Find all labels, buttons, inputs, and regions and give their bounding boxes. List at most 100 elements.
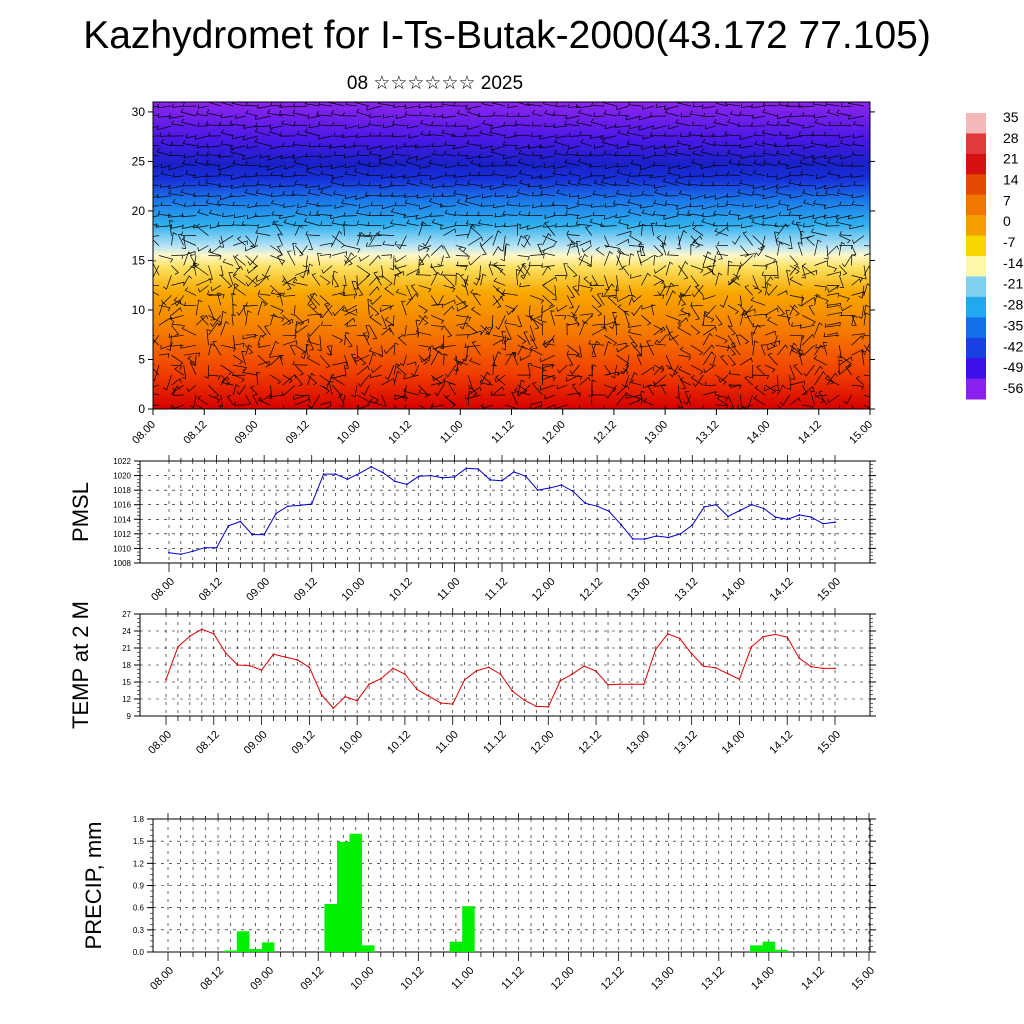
pmsl-point: [548, 487, 551, 489]
temp-point: [272, 653, 275, 656]
temp-point: [714, 666, 717, 669]
pmsl-point: [179, 553, 182, 556]
colorbar-swatch: [966, 235, 986, 257]
temp-xtick-label: 14.00: [720, 729, 748, 757]
temp-xtick-label: 11.00: [433, 729, 460, 756]
precip-bar: [462, 906, 475, 952]
temp-ytick-label: 12: [122, 695, 131, 704]
cross-section-xtick-label: 11.12: [489, 419, 516, 446]
pmsl-point: [477, 468, 480, 470]
temp-point: [439, 702, 442, 704]
precip-bar: [336, 841, 350, 952]
precip-xtick-label: 09.12: [298, 965, 326, 993]
pmsl-point: [655, 535, 658, 537]
precip-ytick-label: 1.8: [133, 815, 145, 824]
colorbar-label: -56: [1003, 380, 1023, 396]
colorbar-swatch: [966, 113, 986, 134]
colorbar-swatch: [966, 215, 986, 237]
cross-section-xtick-label: 11.00: [438, 419, 465, 446]
precip-ytick-label: 0.0: [133, 948, 145, 957]
temp-xtick-label: 15.00: [815, 729, 843, 757]
pmsl-ytick-label: 1014: [113, 515, 131, 524]
temp-xtick-label: 12.12: [576, 729, 604, 757]
temp-point: [535, 705, 538, 708]
temp-point: [631, 683, 633, 686]
pmsl-point: [287, 505, 289, 508]
cross-section-xtick-label: 13.12: [694, 419, 722, 447]
precip-xtick-label: 12.12: [599, 965, 627, 993]
temp-point: [344, 695, 347, 698]
pmsl-point: [263, 533, 266, 536]
precip-bar: [249, 949, 262, 952]
colorbar-swatch: [966, 256, 986, 277]
cross-section-xtick-label: 14.12: [796, 419, 824, 447]
cross-section-field: [153, 102, 870, 409]
temp-point: [368, 683, 370, 686]
pmsl-point: [667, 536, 670, 539]
pmsl-chart: 1008 1010 1012 1014 1016 1018 1020 1022 08.00 08.…: [68, 455, 876, 604]
temp-ylabel: TEMP at 2 M: [68, 601, 93, 729]
pmsl-point: [691, 524, 694, 527]
colorbar-label: 35: [1003, 109, 1019, 125]
temp-xtick-label: 09.00: [242, 729, 270, 757]
cross-section-ytick-label: 30: [132, 105, 146, 119]
colorbar-label: -42: [1003, 338, 1023, 354]
temperature-colorbar: 35 28 21 14 7 0 -7 -14 -21 -28 -35 -42 -49 -56: [966, 109, 1023, 400]
cross-section-xtick-label: 12.00: [540, 419, 568, 447]
temp-point: [188, 635, 191, 637]
cross-section-ytick-label: 0: [138, 402, 145, 416]
pmsl-point: [798, 514, 801, 516]
precip-ytick-label: 0.9: [133, 882, 145, 891]
cross-section-ytick-label: 15: [132, 253, 146, 267]
temp-point: [308, 666, 311, 669]
temp-point: [427, 695, 430, 698]
temp-point: [296, 659, 299, 661]
pmsl-point: [346, 478, 349, 481]
cross-section-xtick-label: 12.12: [591, 419, 619, 447]
cross-section-ytick-label: 25: [132, 154, 146, 168]
precip-bar: [775, 949, 788, 952]
temp-point: [320, 693, 323, 696]
temp-ytick-label: 21: [122, 644, 131, 653]
precip-xtick-label: 13.12: [699, 965, 727, 993]
pmsl-point: [738, 509, 741, 512]
pmsl-point: [168, 551, 170, 554]
pmsl-point: [191, 550, 194, 553]
temp-point: [415, 688, 418, 691]
temp-ytick-label: 9: [127, 712, 132, 721]
cross-section-ytick-label: 10: [132, 303, 146, 317]
temp-point: [798, 657, 801, 660]
precip-xtick-label: 14.12: [799, 965, 827, 993]
colorbar-swatch: [966, 133, 986, 155]
pmsl-point: [620, 523, 622, 526]
pmsl-point: [703, 506, 706, 508]
precip-xtick-label: 10.00: [348, 965, 376, 993]
pmsl-point: [298, 504, 301, 507]
temp-ytick-label: 15: [122, 678, 131, 687]
precip-xtick-label: 13.00: [649, 965, 677, 993]
temp-point: [619, 683, 621, 686]
pmsl-point: [643, 538, 646, 540]
colorbar-swatch: [966, 296, 986, 318]
colorbar-label: -49: [1003, 359, 1023, 375]
precip-bar: [224, 950, 237, 952]
temp-point: [571, 673, 574, 675]
pmsl-point: [762, 507, 765, 510]
cross-section-xtick-label: 08.12: [181, 419, 209, 447]
pmsl-ylabel: PMSL: [68, 482, 93, 542]
pmsl-point: [679, 532, 682, 535]
precip-xtick-label: 11.12: [499, 965, 526, 992]
colorbar-label: 21: [1003, 151, 1019, 167]
temp-point: [583, 665, 586, 668]
pmsl-point: [334, 473, 337, 476]
temp-xtick-label: 14.12: [767, 729, 795, 757]
pmsl-point: [715, 503, 717, 506]
pmsl-xtick-label: 08.12: [197, 576, 225, 604]
temp-point: [810, 665, 813, 668]
temp-point: [236, 664, 239, 666]
temp-ytick-label: 27: [122, 610, 131, 619]
temp-point: [463, 678, 466, 681]
cross-section-xtick-label: 10.00: [335, 419, 363, 447]
precip-xtick-label: 09.00: [248, 965, 276, 993]
temp-point: [702, 665, 705, 668]
